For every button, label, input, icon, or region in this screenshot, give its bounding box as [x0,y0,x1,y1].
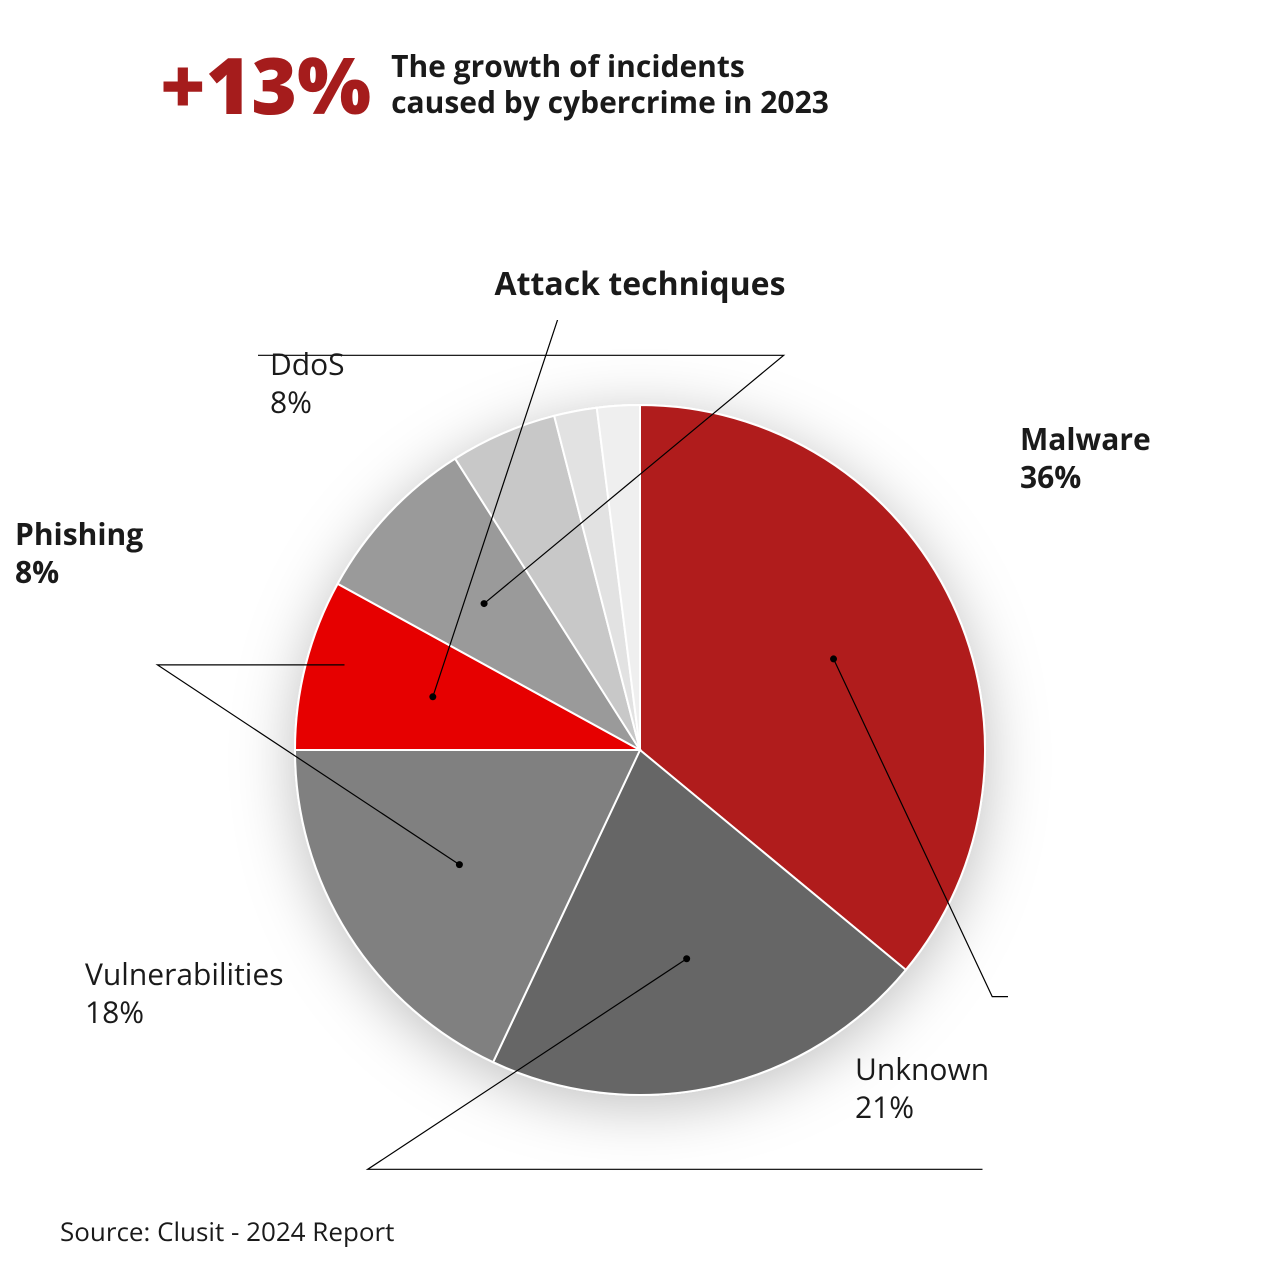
slice-value: 21% [855,1086,914,1127]
growth-subtitle: The growth of incidents caused by cyberc… [391,48,829,120]
slice-value: 8% [15,551,59,592]
source-text: Source: Clusit - 2024 Report [60,1213,394,1249]
slice-label: DdoS [270,343,345,384]
slice-value: 18% [85,991,144,1032]
header: +13% The growth of incidents caused by c… [160,45,829,123]
growth-stat: +13% [160,45,371,123]
chart-title: Attack techniques [0,262,1280,305]
slice-value: 36% [1020,456,1081,497]
slice-label: Vulnerabilities [85,953,284,994]
slice-label: Malware [1020,418,1151,459]
slice-label: Unknown [855,1048,989,1089]
subtitle-line-2: caused by cybercrime in 2023 [391,84,829,120]
slice-value: 8% [270,381,312,422]
pie-chart: Malware36% Unknown21% Vulnerabilities18% Ph… [0,320,1280,1200]
leader-dot [830,655,837,662]
slice-label: Phishing [15,513,143,554]
subtitle-line-1: The growth of incidents [391,48,829,84]
